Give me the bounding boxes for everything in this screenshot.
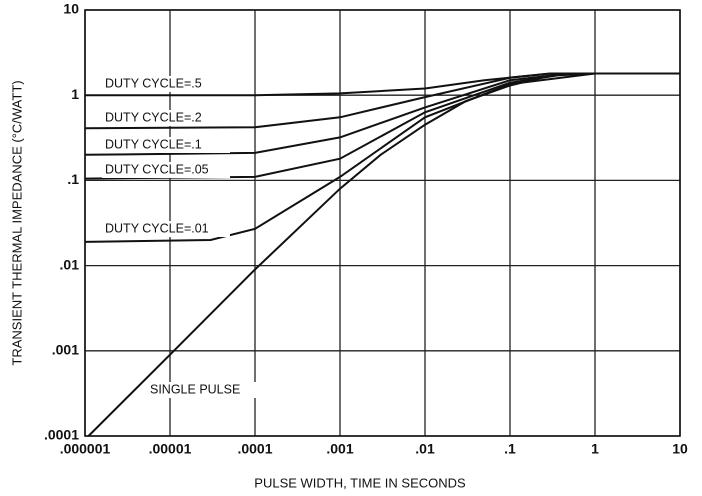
label-bg bbox=[102, 137, 230, 153]
y-tick-label: 1 bbox=[71, 86, 79, 102]
series-label: DUTY CYCLE=.1 bbox=[105, 137, 202, 151]
y-tick-label: .001 bbox=[52, 342, 79, 358]
series-label: DUTY CYCLE=.01 bbox=[105, 221, 209, 235]
series-line bbox=[84, 72, 680, 180]
y-axis-title: TRANSIENT THERMAL IMPEDANCE (°C/WATT) bbox=[9, 80, 24, 365]
series-label: SINGLE PULSE bbox=[150, 382, 240, 396]
x-tick-label: .00001 bbox=[149, 441, 192, 457]
x-tick-label: 10 bbox=[672, 441, 688, 457]
x-tick-label: .0001 bbox=[237, 441, 272, 457]
y-tick-label: .0001 bbox=[44, 427, 79, 443]
y-tick-label: .1 bbox=[67, 171, 79, 187]
label-bg bbox=[102, 76, 230, 92]
series-label: DUTY CYCLE=.05 bbox=[105, 162, 209, 176]
x-tick-label: .1 bbox=[504, 441, 516, 457]
series-label: DUTY CYCLE=.2 bbox=[105, 110, 202, 124]
label-bg bbox=[102, 110, 230, 126]
x-axis-title: PULSE WIDTH, TIME IN SECONDS bbox=[254, 475, 466, 490]
plot-frame bbox=[84, 9, 681, 437]
series-line bbox=[87, 72, 680, 437]
y-tick-label: .01 bbox=[60, 256, 80, 272]
x-tick-label: 1 bbox=[591, 441, 599, 457]
x-tick-label: .01 bbox=[415, 441, 435, 457]
series-line bbox=[84, 72, 680, 243]
x-tick-label: .000001 bbox=[60, 441, 111, 457]
series-line bbox=[84, 72, 680, 130]
label-bg bbox=[102, 221, 230, 237]
x-tick-label: .001 bbox=[326, 441, 353, 457]
label-bg bbox=[102, 162, 230, 178]
series-label: DUTY CYCLE=.5 bbox=[105, 76, 202, 90]
y-tick-label: 10 bbox=[63, 1, 79, 17]
label-bg bbox=[147, 382, 275, 398]
